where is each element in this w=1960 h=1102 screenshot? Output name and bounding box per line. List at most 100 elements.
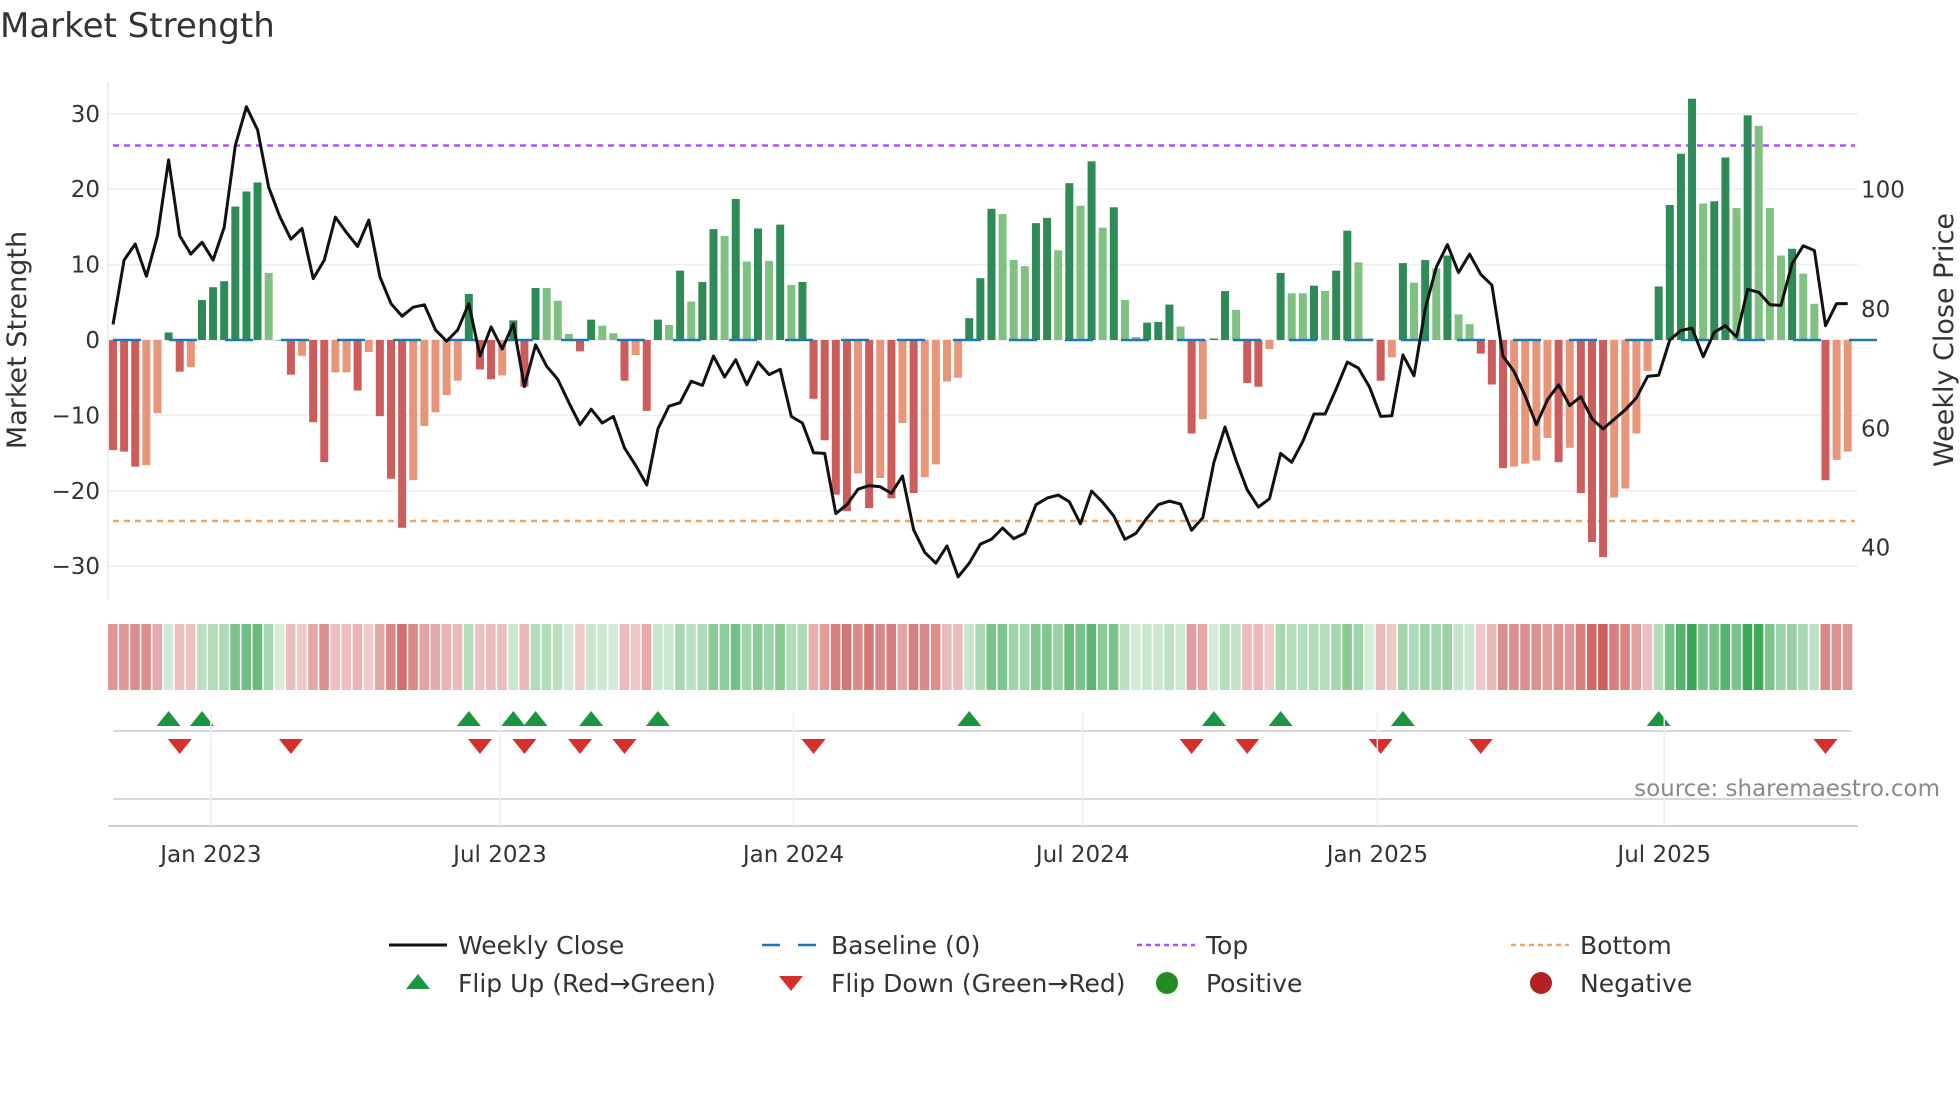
strength-bar	[1543, 340, 1552, 439]
strength-bar	[1387, 340, 1396, 358]
heat-strip-cell	[886, 624, 896, 690]
flip-up-marker	[523, 711, 548, 726]
x-tick-label: Jan 2024	[741, 842, 844, 868]
flip-down-marker	[801, 739, 826, 754]
heat-strip-cell	[1220, 624, 1230, 690]
heat-strip-cell	[1609, 624, 1619, 690]
strength-bar	[831, 340, 840, 495]
heat-strip-cell	[1520, 624, 1530, 690]
heat-strip-cell	[797, 624, 808, 690]
heat-strip-cell	[219, 624, 229, 690]
heat-strip-cell	[1108, 624, 1119, 690]
heat-strip-cell	[441, 624, 452, 690]
legend-item: Baseline (0)	[762, 931, 980, 960]
heat-strip-cell	[297, 624, 307, 690]
strength-bar	[342, 340, 351, 373]
heat-strip-cell	[552, 624, 563, 690]
strength-bar	[1243, 340, 1252, 383]
strength-bar	[765, 260, 774, 340]
heat-strip-cell	[163, 624, 174, 690]
heat-strip-cell	[741, 624, 752, 690]
strength-bar	[1676, 153, 1685, 340]
heat-strip-cell	[1509, 624, 1519, 690]
heat-strip-cell	[1453, 624, 1464, 690]
heat-strip-cell	[1375, 624, 1386, 690]
strength-bar	[309, 340, 318, 423]
strength-bar	[1599, 340, 1608, 558]
strength-bar	[298, 340, 307, 356]
strength-bar	[420, 340, 429, 426]
strength-bar	[1510, 340, 1519, 467]
heat-strip-cell	[630, 624, 641, 690]
heat-strip-cell	[374, 624, 385, 690]
strength-bar	[1109, 207, 1118, 340]
strength-bar	[943, 340, 951, 382]
heat-strip-cell	[1731, 624, 1742, 690]
legend-label: Negative	[1580, 969, 1692, 998]
strength-bar	[1198, 340, 1207, 420]
heat-strip-cell	[1464, 624, 1475, 690]
strength-bar	[1521, 340, 1530, 464]
heat-strip-cell	[474, 624, 485, 690]
heat-strip-cell	[1086, 624, 1097, 690]
legend-item: Negative	[1530, 969, 1692, 998]
strength-bar	[242, 191, 251, 340]
legend-item: Top	[1137, 931, 1248, 960]
heat-strip-cell	[1653, 624, 1664, 690]
strength-bar	[742, 261, 751, 340]
strength-bar	[142, 340, 151, 466]
heat-strip-cell	[185, 624, 196, 690]
strength-bar	[653, 319, 662, 340]
strength-bar	[1054, 250, 1063, 340]
heat-strip-cell	[108, 624, 118, 690]
strength-bar	[731, 199, 740, 340]
strength-bar	[1321, 290, 1330, 340]
strength-bar	[776, 224, 785, 340]
strength-bar	[576, 340, 585, 352]
heat-strip-cell	[1820, 624, 1831, 690]
heat-strip-cell	[1064, 624, 1074, 690]
strength-bar	[1721, 157, 1730, 340]
strength-bar	[965, 318, 974, 340]
heat-strip-cell	[1809, 624, 1819, 690]
strength-bar	[464, 294, 473, 340]
heat-strip-cell	[786, 624, 796, 690]
chart-title: Market Strength	[0, 6, 275, 46]
strength-bar	[609, 333, 618, 340]
strength-bar	[109, 340, 117, 451]
strength-bar	[1154, 321, 1163, 340]
strength-bar	[220, 281, 229, 340]
legend-label: Weekly Close	[458, 931, 624, 960]
heat-strip-cell	[686, 624, 696, 690]
strength-bar	[909, 340, 918, 494]
strength-bar	[364, 340, 373, 353]
circle-icon	[1156, 972, 1178, 994]
heat-strip-cell	[1675, 624, 1686, 690]
heat-strip-cell	[141, 624, 151, 690]
flip-down-marker	[1813, 739, 1838, 754]
heat-strip-cell	[1787, 624, 1797, 690]
heat-strip-cell	[1142, 624, 1152, 690]
strength-bar	[1487, 340, 1496, 385]
heat-strip-cell	[1364, 624, 1375, 690]
heat-strip-cell	[586, 624, 596, 690]
heat-strip-cell	[730, 624, 741, 690]
flip-down-marker	[1468, 739, 1493, 754]
strength-bar	[1654, 286, 1663, 340]
strength-bar	[1009, 260, 1018, 340]
strength-bar	[631, 340, 640, 356]
strength-bar	[876, 340, 885, 478]
heat-strip-cell	[964, 624, 974, 690]
strength-bar	[820, 340, 829, 441]
strength-bar	[120, 340, 129, 452]
heat-strip-cell	[1153, 624, 1163, 690]
flip-down-marker	[278, 739, 303, 754]
strength-bar	[665, 324, 673, 340]
strength-bar	[164, 332, 173, 340]
strength-bar	[1465, 324, 1474, 340]
y-tick-label: 30	[71, 102, 100, 128]
strength-bar	[1120, 300, 1129, 340]
flip-up-marker	[189, 711, 214, 726]
heat-strip-cell	[308, 624, 318, 690]
heat-strip-cell	[864, 624, 874, 690]
